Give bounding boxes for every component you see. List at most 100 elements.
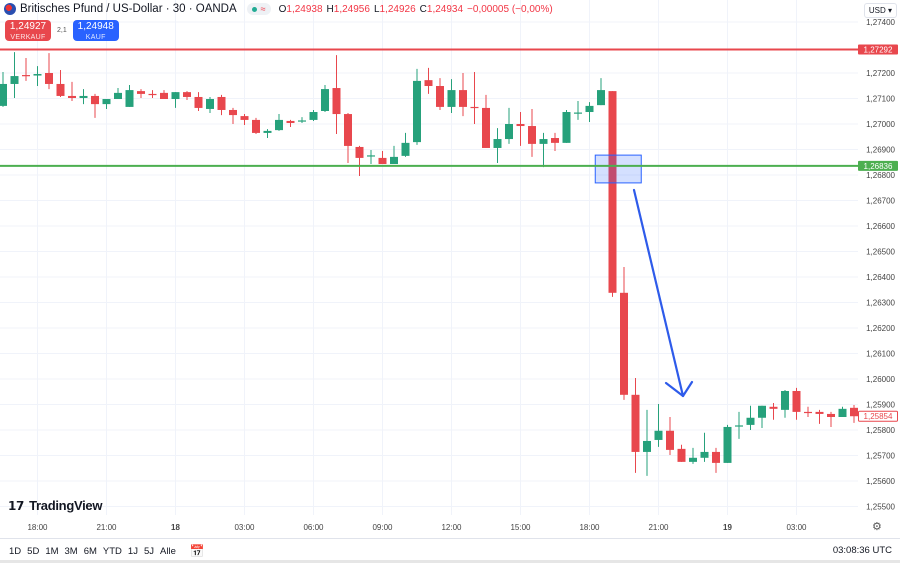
candle-body [516,124,525,127]
range-3m[interactable]: 3M [64,545,78,557]
range-1d[interactable]: 1D [9,545,22,557]
market-status[interactable]: ≈ [246,3,271,15]
candle-body [620,292,628,395]
candle-body [114,92,122,100]
candle-body [815,411,824,414]
candle-body [390,156,398,165]
price-line-tag [858,160,898,171]
candle-body [677,448,686,462]
candle-body [275,119,283,131]
candle-body [160,92,168,100]
symbol-title[interactable]: Britisches Pfund / US-Dollar · 30 · OAND… [20,3,237,15]
candle-body [562,112,571,143]
price-tick-label: 1,26900 [866,146,895,155]
price-tick-label: 1,25500 [866,503,895,512]
sell-button[interactable]: 1,24927 VERKAUF [5,20,51,41]
price-tick-label: 1,26100 [866,350,895,359]
candle-body [585,105,594,113]
candle-body [631,394,640,452]
candle-body [654,430,663,440]
candle-body [424,80,433,87]
time-tick-label: 06:00 [303,523,324,532]
trade-buttons: 1,24927 VERKAUF 2,1 1,24948 KAUF [5,20,119,41]
grid [0,0,858,515]
calendar-goto-icon[interactable]: 📅 [189,544,205,558]
price-chart[interactable]: 1,27400 1,27200 1,27100 1,27000 1,26900 1,268… [0,0,900,538]
price-tick-label: 1,26700 [866,197,895,206]
price-line-tag [858,44,898,55]
candle-body [539,139,548,144]
time-tick-label: 18:00 [27,523,48,532]
candles [0,52,858,476]
tradingview-logo-icon: 𝟭𝟳 [8,498,25,513]
candle-body [551,138,559,143]
candle-body [413,80,421,143]
candle-body [286,120,295,123]
candle-body [597,90,605,106]
horizontal-lines[interactable] [0,48,858,184]
range-5d[interactable]: 5D [27,545,40,557]
time-tick-label: 19 [723,523,732,532]
range-buttons: 1D 5D 1M 3M 6M YTD 1J 5J Alle [9,546,182,557]
candle-body [206,99,214,109]
candle-body [263,130,272,133]
candle-body [309,112,318,120]
candle-body [723,426,732,463]
candle-body [33,74,42,76]
candle-body [344,114,352,146]
tradingview-logo[interactable]: 𝟭𝟳 TradingView [8,498,103,513]
candle-body [401,142,410,156]
candle-body [781,390,789,410]
price-tick-label: 1,27200 [866,69,895,78]
range-ytd[interactable]: YTD [102,545,122,557]
price-tick-label: 1,26800 [866,171,895,180]
time-tick-label: 18 [171,523,180,532]
spread: 2,1 [57,27,67,34]
time-tick-label: 21:00 [648,523,669,532]
candle-body [574,112,582,114]
clock[interactable]: 03:08:36 UTC [832,545,892,556]
currency-dropdown[interactable]: USD ▾ [863,3,897,18]
candle-body [804,411,812,414]
range-alle[interactable]: Alle [160,545,176,557]
range-1m[interactable]: 1M [45,545,59,557]
last-price-tag [858,410,898,422]
candle-body [217,96,226,110]
price-axis[interactable]: 1,27400 1,27200 1,27100 1,27000 1,26900 1,268… [858,18,898,512]
time-tick-label: 12:00 [441,523,462,532]
trend-arrow[interactable] [632,188,694,398]
candle-body [850,407,858,417]
candle-body [758,405,766,418]
range-6m[interactable]: 6M [83,545,97,557]
time-axis[interactable]: 18:00 21:00 18 03:00 06:00 09:00 12:00 15:00 18:… [27,523,807,532]
candle-body [171,92,180,100]
candle-body [608,91,617,293]
candle-body [79,95,88,98]
candle-body [91,95,99,105]
price-tick-label: 1,25800 [866,426,895,435]
candle-body [229,109,237,116]
candle-body [148,93,157,96]
time-tick-label: 03:00 [234,523,255,532]
candle-body [482,107,490,148]
candle-body [102,99,111,105]
settings-gear-icon[interactable]: ⚙ [872,521,882,533]
price-tick-label: 1,26500 [866,248,895,257]
price-line-label: 1,26836 [864,162,893,171]
price-tick-label: 1,27400 [866,18,895,27]
candle-body [470,106,479,109]
candle-body [240,116,249,120]
range-5j[interactable]: 5J [143,545,155,557]
price-line-label: 1,27292 [864,46,893,55]
candle-body [447,90,456,107]
candle-body [298,120,306,122]
candle-body [689,457,697,462]
change: −0,00005 (−0,00%) [467,3,553,15]
candle-body [712,451,720,463]
candle-body [10,76,19,84]
buy-button[interactable]: 1,24948 KAUF [72,20,119,41]
range-1j[interactable]: 1J [127,545,138,557]
candle-body [68,95,76,98]
price-tick-label: 1,25700 [866,452,895,461]
candle-body [0,83,7,106]
